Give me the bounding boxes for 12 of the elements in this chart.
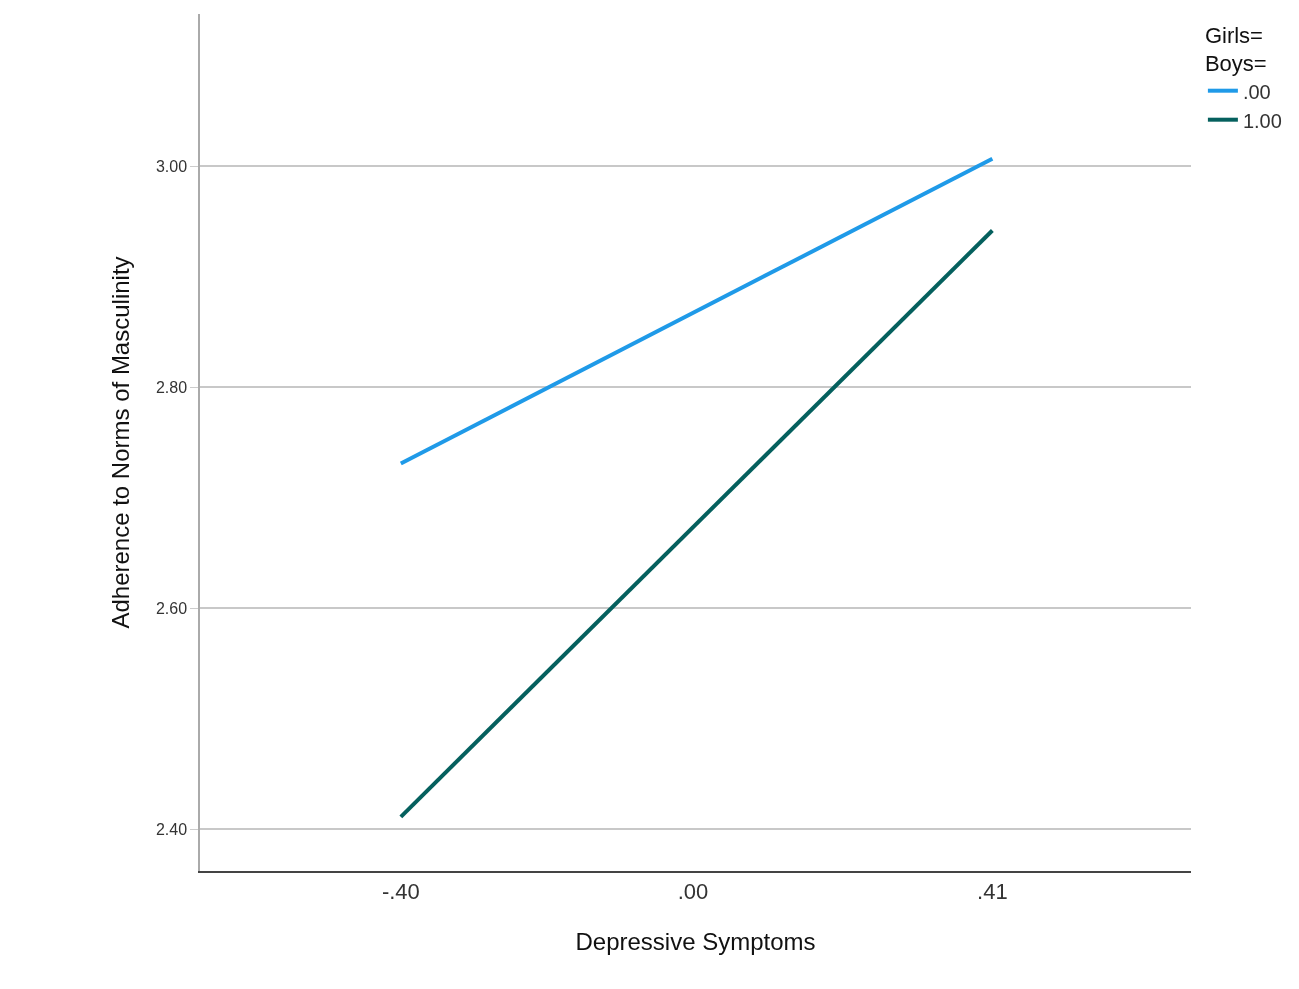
x-tick-label: .41 [977, 879, 1008, 905]
y-tick-label: 2.80 [155, 378, 188, 396]
y-tick-label: 2.40 [155, 820, 188, 838]
legend-label: .00 [1242, 80, 1271, 103]
x-tick-label: .00 [677, 879, 709, 905]
y-tick-label: 2.60 [155, 599, 188, 617]
y-tick-label: 3.00 [155, 158, 188, 175]
legend-title: Girls= Boys= [1204, 22, 1267, 77]
legend-label: 1.00 [1242, 109, 1282, 132]
x-axis-title: Depressive Symptoms [575, 927, 816, 955]
y-axis-title: Adherence to Norms of Masculinity [106, 256, 134, 629]
x-tick-label: -.40 [381, 879, 420, 905]
